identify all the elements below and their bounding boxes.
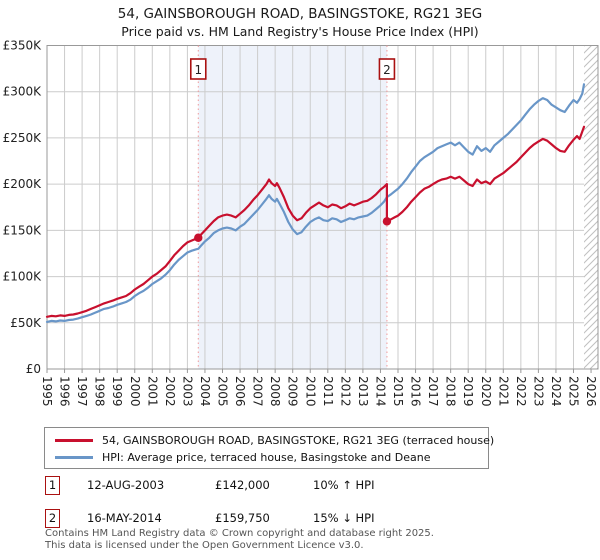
y-axis-labels: £0 £50K £100K £150K £200K £250K £300K £350K [3,39,43,377]
svg-text:2014: 2014 [373,376,387,407]
hpi-line-swatch [55,456,93,459]
sale-1-flag-label: 1 [194,63,202,77]
svg-text:£200K: £200K [3,177,43,191]
property-line-swatch [55,439,93,442]
svg-text:2016: 2016 [409,376,423,407]
svg-text:£250K: £250K [3,131,43,145]
plot-border [46,45,599,370]
sale-1-price: £142,000 [215,478,270,492]
svg-text:2007: 2007 [251,376,265,407]
svg-text:£300K: £300K [3,85,43,99]
sale-2-row: 2 16-MAY-2014 £159,750 15% ↓ HPI [45,509,565,529]
legend: 54, GAINSBOROUGH ROAD, BASINGSTOKE, RG21… [44,427,494,469]
svg-text:2010: 2010 [303,376,317,407]
sale-2-flag: 2 [45,509,60,528]
chart-subtitle: Price paid vs. HM Land Registry's House … [121,24,479,39]
svg-text:2026: 2026 [584,376,598,407]
x-axis-labels: 1995 1996 1997 1998 1999 2000 2001 2002 2003 2004… [40,369,598,407]
hpi-line [45,83,586,323]
svg-text:2011: 2011 [321,376,335,407]
legend-label-property: 54, GAINSBOROUGH ROAD, BASINGSTOKE, RG21… [102,434,495,447]
future-no-data-region [584,45,598,369]
svg-text:2022: 2022 [514,376,528,407]
sale-2-flag-label: 2 [383,63,391,77]
svg-text:2001: 2001 [145,376,159,407]
svg-text:2018: 2018 [444,376,458,407]
svg-text:2009: 2009 [286,376,300,407]
sale-1-flag: 1 [45,476,60,495]
legend-row-hpi: HPI: Average price, terraced house, Basi… [45,449,488,466]
legend-label-hpi: HPI: Average price, terraced house, Basi… [102,451,431,464]
svg-text:2019: 2019 [461,376,475,407]
svg-text:2003: 2003 [180,376,194,407]
svg-text:2025: 2025 [567,376,581,407]
sale-1-point [194,233,203,242]
svg-text:2006: 2006 [233,376,247,407]
license-footer: Contains HM Land Registry data © Crown c… [45,528,434,551]
svg-text:2004: 2004 [198,376,212,407]
svg-text:2008: 2008 [268,376,282,407]
svg-text:£50K: £50K [10,316,42,330]
sale-1-flag-box [189,58,207,80]
svg-text:£0: £0 [26,362,41,376]
sale-2-point [382,217,392,226]
price-history-chart: 1 2 1995 1996 1997 1998 1999 2000 2001 2002 2003 20… [3,39,599,407]
footer-line-2: This data is licensed under the Open Gov… [45,539,364,551]
svg-text:2023: 2023 [531,376,545,407]
svg-text:1999: 1999 [110,376,124,407]
svg-text:2020: 2020 [479,376,493,407]
svg-text:2024: 2024 [549,376,563,407]
svg-text:£150K: £150K [3,223,43,237]
sale-1-row: 1 12-AUG-2003 £142,000 10% ↑ HPI [45,476,565,496]
svg-text:1997: 1997 [75,376,89,407]
footer-line-1: Contains HM Land Registry data © Crown c… [45,528,434,539]
sale-1-date: 12-AUG-2003 [87,478,165,492]
svg-text:2015: 2015 [391,376,405,407]
sale-1-vs-hpi: 10% ↑ HPI [313,478,375,492]
svg-text:2017: 2017 [426,376,440,407]
svg-text:2013: 2013 [356,376,370,407]
property-price-line [45,125,586,318]
svg-text:2021: 2021 [496,376,510,407]
svg-text:2012: 2012 [338,376,352,407]
svg-text:£100K: £100K [3,270,43,284]
svg-text:2002: 2002 [163,376,177,407]
sale-2-price: £159,750 [215,511,270,525]
svg-text:1995: 1995 [40,376,54,407]
chart-title: 54, GAINSBOROUGH ROAD, BASINGSTOKE, RG21… [117,6,483,22]
sale-2-flag-box [378,58,396,80]
svg-text:1996: 1996 [58,376,72,407]
sale-2-vs-hpi: 15% ↓ HPI [313,511,375,525]
sale-2-date: 16-MAY-2014 [87,511,162,525]
svg-text:1998: 1998 [93,376,107,407]
legend-row-property: 54, GAINSBOROUGH ROAD, BASINGSTOKE, RG21… [45,432,494,449]
svg-text:2005: 2005 [216,376,230,407]
svg-text:£350K: £350K [3,39,43,53]
svg-text:2000: 2000 [128,376,142,407]
